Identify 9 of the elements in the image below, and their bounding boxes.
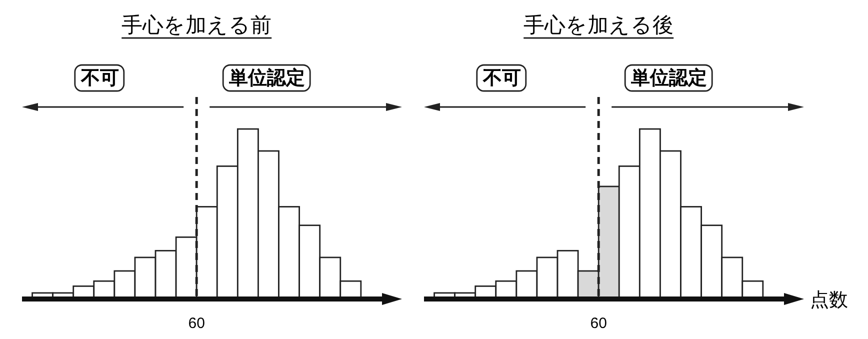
text: 60 bbox=[188, 315, 205, 332]
chart-title: 手心を加える後 bbox=[524, 13, 674, 37]
text: 不可 bbox=[482, 67, 521, 89]
text: 単位認定 bbox=[228, 67, 306, 89]
text: 不可 bbox=[80, 67, 119, 89]
text: 60 bbox=[590, 315, 607, 332]
x-axis-title: 点数 bbox=[810, 289, 848, 311]
chart-title: 手心を加える前 bbox=[122, 13, 272, 37]
text: 単位認定 bbox=[630, 67, 708, 89]
